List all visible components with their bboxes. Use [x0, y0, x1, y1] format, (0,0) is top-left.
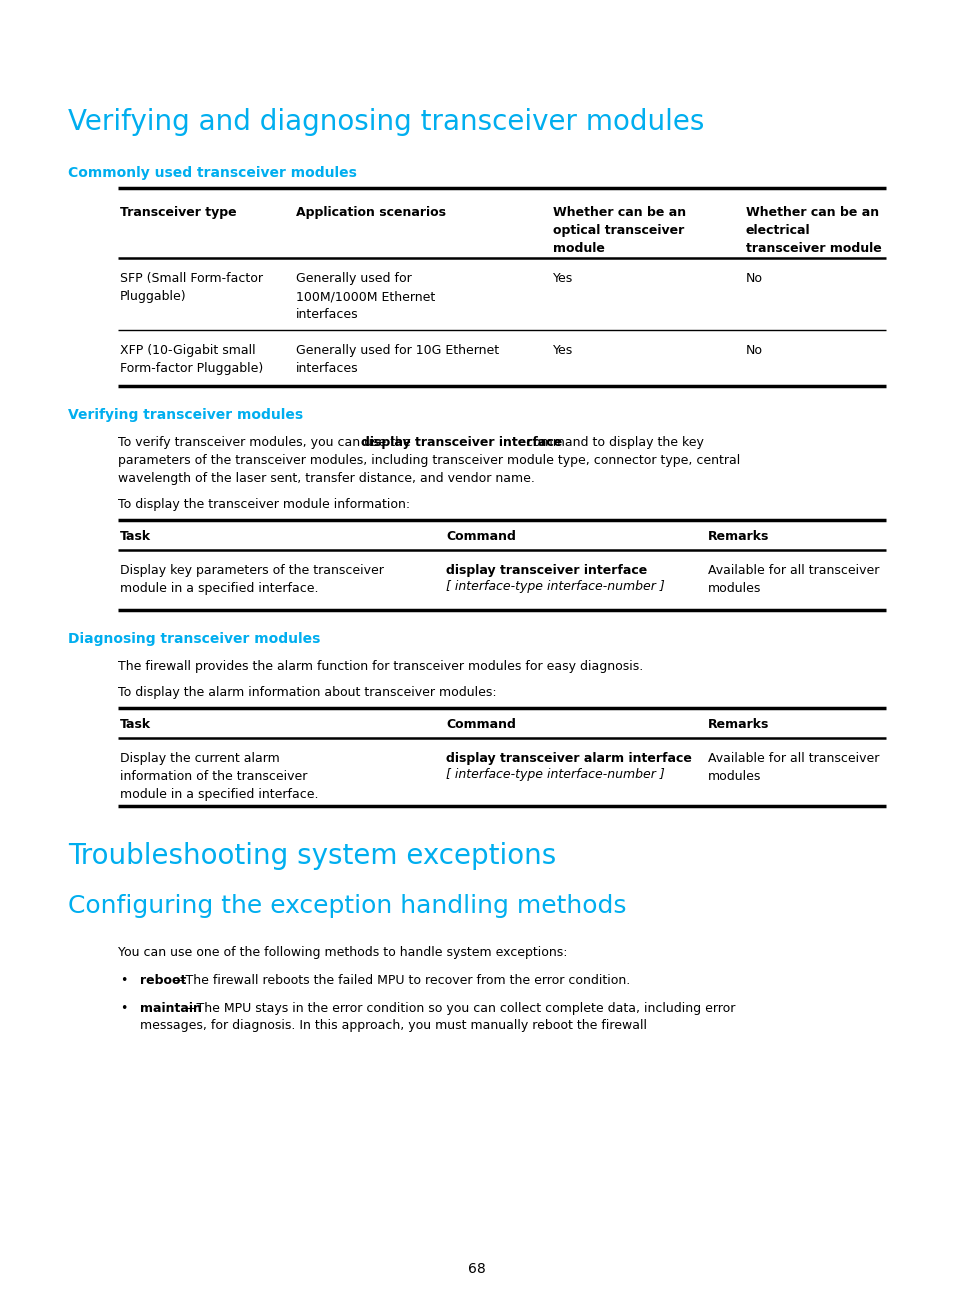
Text: maintain: maintain — [140, 1002, 202, 1015]
Text: Commonly used transceiver modules: Commonly used transceiver modules — [68, 166, 356, 180]
Text: Available for all transceiver
modules: Available for all transceiver modules — [707, 752, 879, 783]
Text: Task: Task — [120, 530, 151, 543]
Text: Transceiver type: Transceiver type — [120, 206, 236, 219]
Text: Whether can be an
optical transceiver
module: Whether can be an optical transceiver mo… — [553, 206, 685, 255]
Text: parameters of the transceiver modules, including transceiver module type, connec: parameters of the transceiver modules, i… — [118, 454, 740, 467]
Text: Yes: Yes — [553, 343, 573, 356]
Text: Application scenarios: Application scenarios — [295, 206, 446, 219]
Text: Verifying transceiver modules: Verifying transceiver modules — [68, 408, 303, 422]
Text: Generally used for
100M/1000M Ethernet
interfaces: Generally used for 100M/1000M Ethernet i… — [295, 272, 435, 321]
Text: Available for all transceiver
modules: Available for all transceiver modules — [707, 564, 879, 595]
Text: Task: Task — [120, 718, 151, 731]
Text: Remarks: Remarks — [707, 530, 768, 543]
Text: The firewall provides the alarm function for transceiver modules for easy diagno: The firewall provides the alarm function… — [118, 660, 642, 673]
Text: wavelength of the laser sent, transfer distance, and vendor name.: wavelength of the laser sent, transfer d… — [118, 472, 535, 485]
Text: display transceiver interface: display transceiver interface — [361, 435, 562, 448]
Text: To display the alarm information about transceiver modules:: To display the alarm information about t… — [118, 686, 497, 699]
Text: —The firewall reboots the failed MPU to recover from the error condition.: —The firewall reboots the failed MPU to … — [173, 975, 630, 988]
Text: Remarks: Remarks — [707, 718, 768, 731]
Text: •: • — [120, 975, 128, 988]
Text: —The MPU stays in the error condition so you can collect complete data, includin: —The MPU stays in the error condition so… — [184, 1002, 735, 1015]
Text: No: No — [745, 343, 762, 356]
Text: messages, for diagnosis. In this approach, you must manually reboot the firewall: messages, for diagnosis. In this approac… — [140, 1019, 646, 1032]
Text: 68: 68 — [468, 1262, 485, 1277]
Text: You can use one of the following methods to handle system exceptions:: You can use one of the following methods… — [118, 946, 567, 959]
Text: To verify transceiver modules, you can use the: To verify transceiver modules, you can u… — [118, 435, 415, 448]
Text: [ interface-type interface-number ]: [ interface-type interface-number ] — [446, 581, 664, 594]
Text: Command: Command — [446, 530, 516, 543]
Text: •: • — [120, 1002, 128, 1015]
Text: Generally used for 10G Ethernet
interfaces: Generally used for 10G Ethernet interfac… — [295, 343, 498, 375]
Text: display transceiver interface: display transceiver interface — [446, 564, 646, 577]
Text: Yes: Yes — [553, 272, 573, 285]
Text: command to display the key: command to display the key — [522, 435, 703, 448]
Text: Command: Command — [446, 718, 516, 731]
Text: Verifying and diagnosing transceiver modules: Verifying and diagnosing transceiver mod… — [68, 108, 703, 136]
Text: reboot: reboot — [140, 975, 186, 988]
Text: To display the transceiver module information:: To display the transceiver module inform… — [118, 498, 410, 511]
Text: SFP (Small Form-factor
Pluggable): SFP (Small Form-factor Pluggable) — [120, 272, 263, 303]
Text: Display key parameters of the transceiver
module in a specified interface.: Display key parameters of the transceive… — [120, 564, 383, 595]
Text: Troubleshooting system exceptions: Troubleshooting system exceptions — [68, 842, 556, 870]
Text: Display the current alarm
information of the transceiver
module in a specified i: Display the current alarm information of… — [120, 752, 318, 801]
Text: [ interface-type interface-number ]: [ interface-type interface-number ] — [446, 769, 664, 781]
Text: No: No — [745, 272, 762, 285]
Text: Whether can be an
electrical
transceiver module: Whether can be an electrical transceiver… — [745, 206, 881, 255]
Text: Configuring the exception handling methods: Configuring the exception handling metho… — [68, 894, 626, 918]
Text: display transceiver alarm interface: display transceiver alarm interface — [446, 752, 691, 765]
Text: Diagnosing transceiver modules: Diagnosing transceiver modules — [68, 632, 320, 645]
Text: XFP (10-Gigabit small
Form-factor Pluggable): XFP (10-Gigabit small Form-factor Plugga… — [120, 343, 263, 375]
